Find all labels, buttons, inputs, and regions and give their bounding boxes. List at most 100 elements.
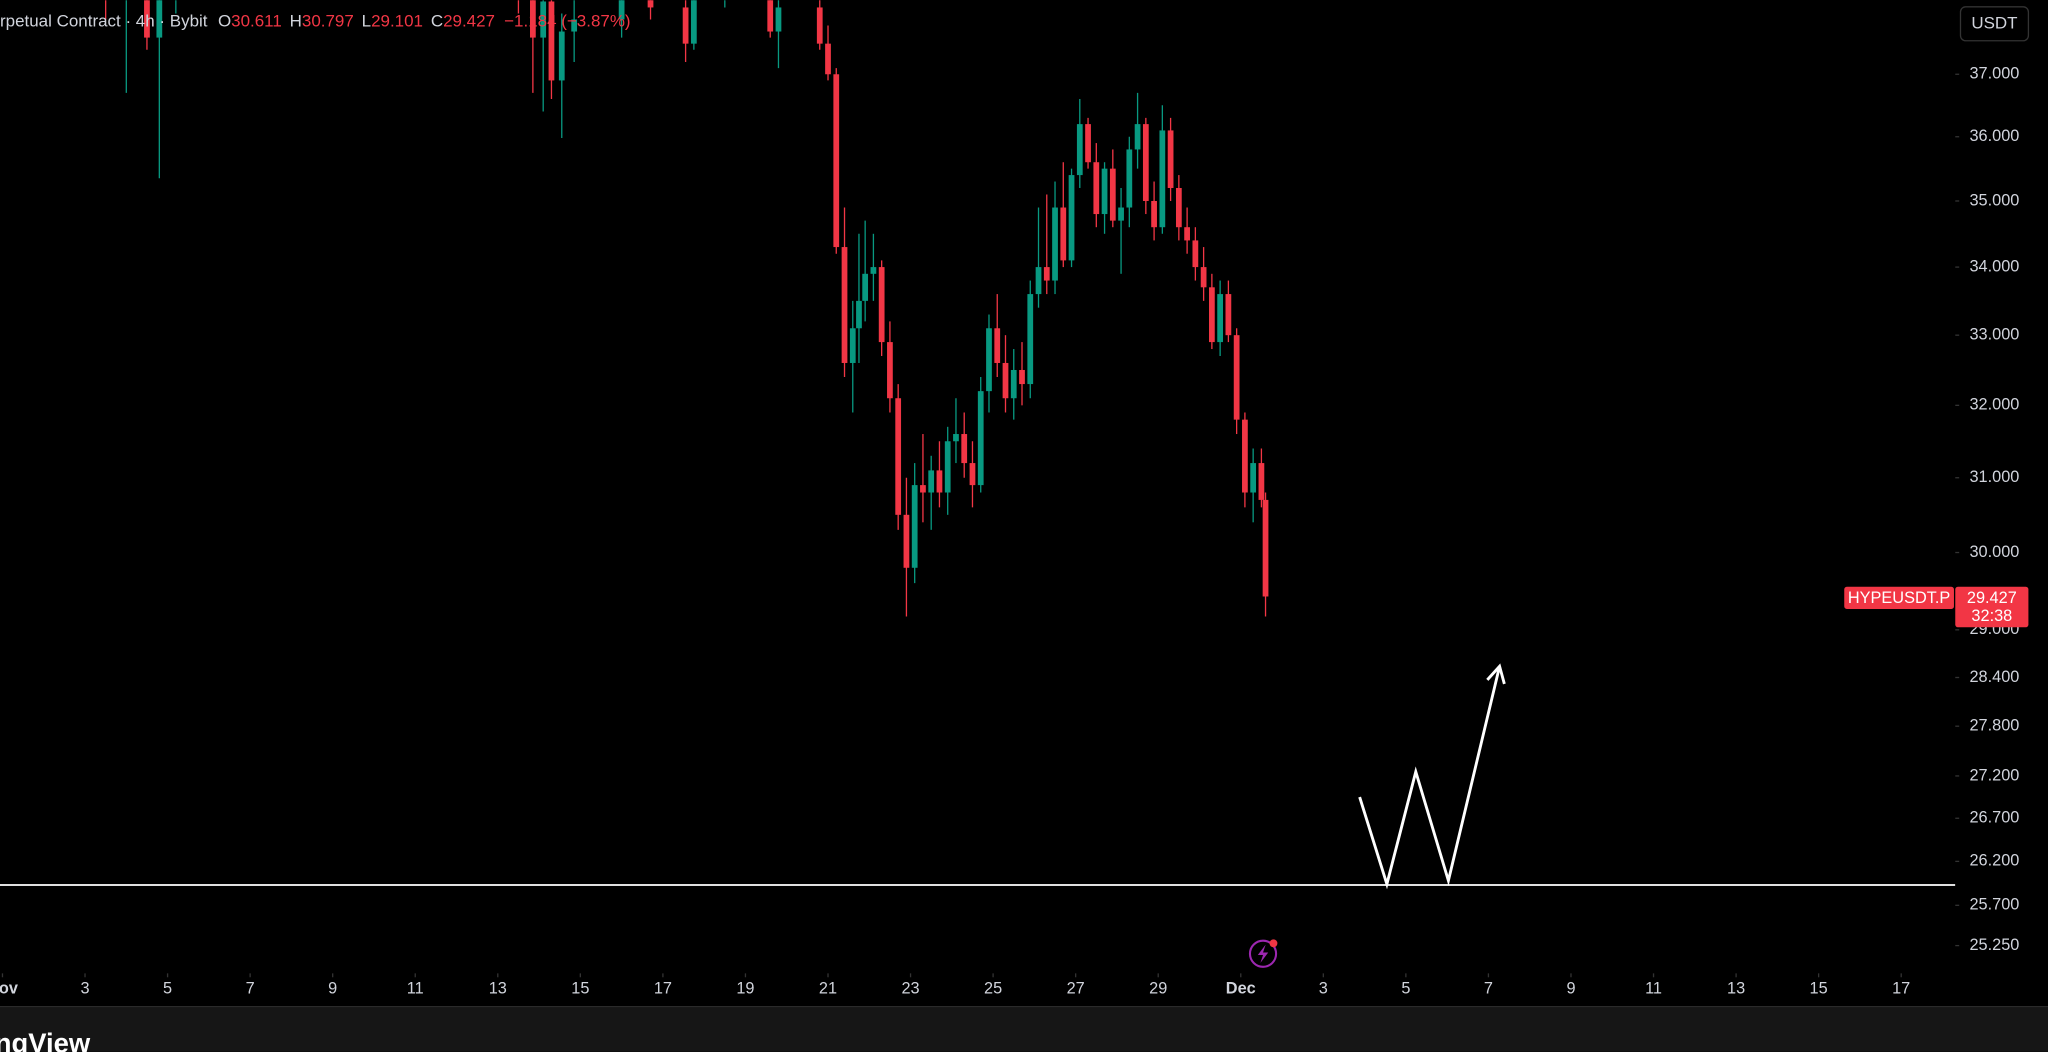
change-value: −1.184 (−3.87%) xyxy=(504,12,630,31)
candle-body xyxy=(775,7,782,32)
candle-body xyxy=(887,342,893,399)
candle-body xyxy=(870,267,877,274)
legend: rpetual Contract · 4h · Bybit O30.611 H30.… xyxy=(0,12,631,31)
symbol-tag xyxy=(1844,586,1954,609)
low-label: L xyxy=(362,12,371,31)
candle-body xyxy=(1262,499,1269,597)
currency-button[interactable] xyxy=(1959,6,2030,42)
x-tick-label: 9 xyxy=(328,979,337,997)
y-tick-label: 33.000 xyxy=(1969,325,2019,343)
candle-body xyxy=(1233,335,1240,420)
candle-body xyxy=(1109,168,1116,221)
candle-body xyxy=(1002,362,1009,399)
candle-body xyxy=(878,267,885,343)
x-tick-label: 15 xyxy=(1810,979,1828,997)
candle-body xyxy=(928,470,935,493)
brand: ngView xyxy=(0,1027,91,1052)
y-tick-label: 37.000 xyxy=(1969,65,2019,83)
x-tick-label: 5 xyxy=(1401,979,1410,997)
candle-body xyxy=(571,19,578,32)
symbol-tag-text: HYPEUSDT.P xyxy=(1848,589,1951,607)
countdown-text: 32:38 xyxy=(1971,607,2012,625)
candle-body xyxy=(977,391,984,486)
candle-body xyxy=(1060,207,1067,261)
y-tick-label: 26.700 xyxy=(1969,809,2019,827)
plot-area xyxy=(0,0,1956,890)
currency-label[interactable]: USDT xyxy=(1971,13,2017,32)
x-tick-label: 17 xyxy=(1892,979,1910,997)
candle-body xyxy=(1167,130,1174,188)
candle-body xyxy=(833,74,840,248)
candle-body xyxy=(936,470,943,493)
candle-body xyxy=(1126,149,1133,208)
x-tick-label: 11 xyxy=(407,979,424,997)
candle-body xyxy=(156,0,163,38)
y-tick-label: 28.400 xyxy=(1969,668,2019,686)
price-tag-text: 29.427 xyxy=(1967,589,2017,607)
y-tick-label: 26.200 xyxy=(1969,852,2019,870)
high-label: H xyxy=(290,12,302,31)
candle-body xyxy=(953,434,959,442)
candle-body xyxy=(530,0,536,38)
y-tick-label: 27.200 xyxy=(1969,766,2019,784)
open-label: O xyxy=(218,12,231,31)
y-tick-label: 25.250 xyxy=(1969,936,2019,954)
y-tick-label: 36.000 xyxy=(1969,127,2019,145)
y-tick-label: 34.000 xyxy=(1969,257,2019,275)
candle-body xyxy=(961,434,968,464)
y-tick-label: 32.000 xyxy=(1969,396,2019,414)
candle-body xyxy=(767,0,774,32)
x-tick-label: 7 xyxy=(1484,979,1493,997)
candle-body xyxy=(1068,175,1075,261)
candle-body xyxy=(994,328,1001,363)
candle-body xyxy=(841,247,848,363)
y-tick-label: 31.000 xyxy=(1969,468,2019,486)
x-tick-label: 15 xyxy=(571,979,589,997)
x-tick-label: Dec xyxy=(1226,979,1256,997)
candle-body xyxy=(1035,267,1042,295)
x-tick-label: 3 xyxy=(1319,979,1328,997)
close-label: C xyxy=(431,12,443,31)
candle-body xyxy=(1184,227,1190,241)
candle-body xyxy=(1043,267,1050,281)
candle-body xyxy=(969,463,976,486)
candle-body xyxy=(1076,124,1083,176)
x-tick-label: 27 xyxy=(1067,979,1085,997)
candle-body xyxy=(825,43,831,75)
low-value: 29.101 xyxy=(371,12,423,31)
candle-body xyxy=(986,328,992,392)
candle-body xyxy=(1101,168,1108,215)
candle-body xyxy=(1027,294,1034,385)
candle-body xyxy=(1151,200,1157,228)
candle-body xyxy=(944,441,951,493)
candle-body xyxy=(1134,124,1141,150)
x-tick-label: 23 xyxy=(901,979,919,997)
candle-body xyxy=(1192,240,1199,268)
candle-body xyxy=(849,328,856,363)
drawing-arrowhead xyxy=(1486,663,1506,685)
candle-body xyxy=(1225,294,1232,336)
events-icon[interactable] xyxy=(1248,939,1278,968)
close-value: 29.427 xyxy=(443,12,495,31)
candle-body xyxy=(1010,369,1017,399)
high-value: 30.797 xyxy=(302,12,354,31)
candle-body xyxy=(862,273,869,301)
open-value: 30.611 xyxy=(231,12,282,31)
candle-body xyxy=(690,0,697,44)
candle-body xyxy=(1242,419,1248,493)
footer-bar xyxy=(0,1007,2048,1052)
candle-body xyxy=(144,0,150,38)
symbol: rpetual Contract · 4h · Bybit xyxy=(0,12,208,31)
x-tick-label: 29 xyxy=(1149,979,1167,997)
y-tick-label: 35.000 xyxy=(1969,191,2019,209)
candle-body xyxy=(1200,267,1207,288)
candle-body xyxy=(540,1,547,38)
candle-body xyxy=(1085,124,1091,163)
events-bolt xyxy=(1257,944,1269,963)
candle-body xyxy=(1052,207,1058,281)
candle-body xyxy=(618,0,625,20)
y-tick-label: 27.800 xyxy=(1969,717,2019,735)
x-tick-label: 5 xyxy=(163,979,172,997)
